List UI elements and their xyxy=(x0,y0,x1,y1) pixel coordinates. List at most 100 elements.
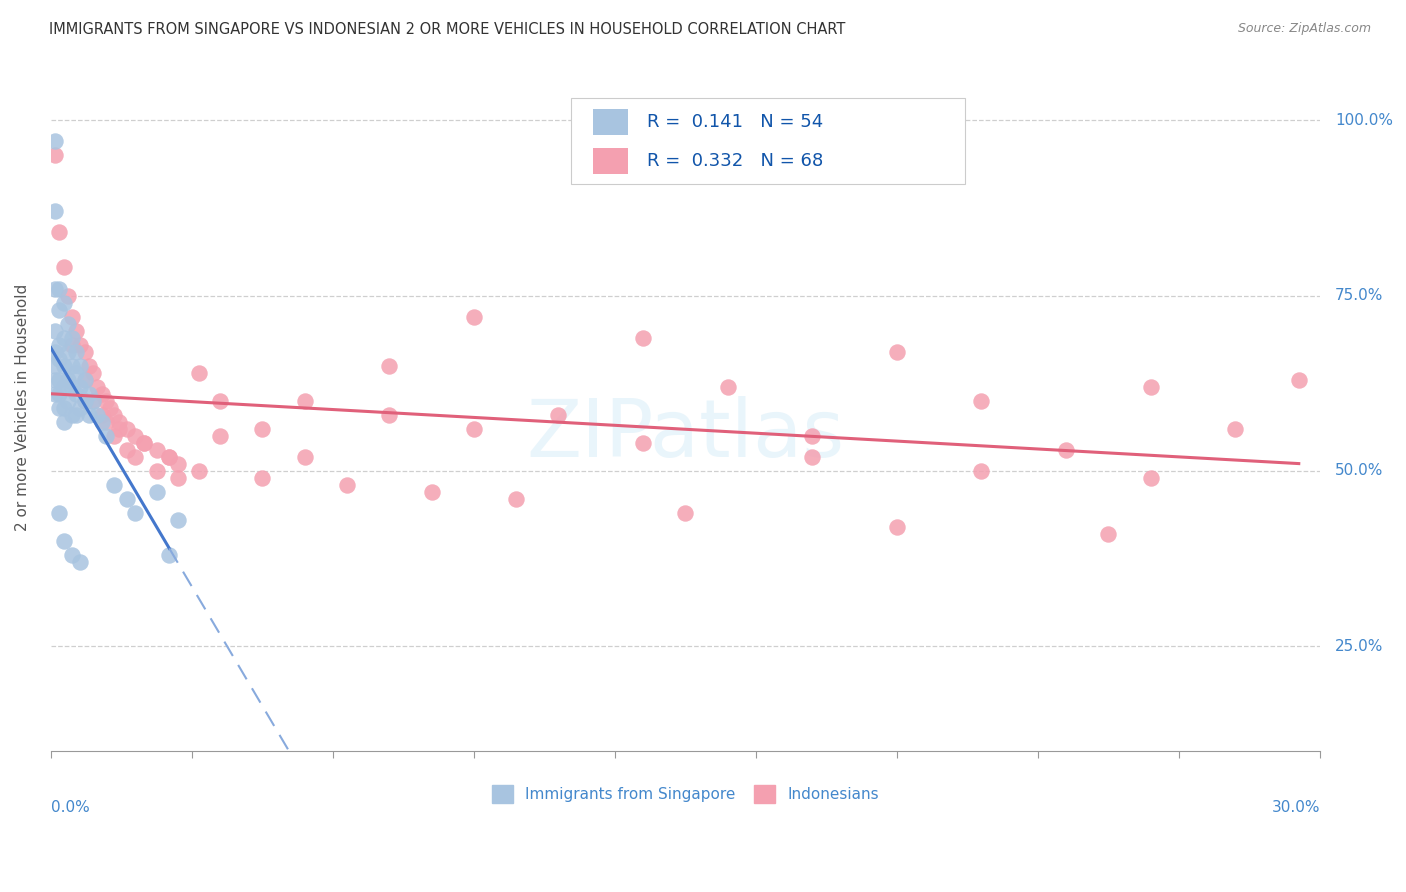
Point xyxy=(209,429,232,443)
Point xyxy=(157,450,180,464)
Text: Source: ZipAtlas.com: Source: ZipAtlas.com xyxy=(1237,22,1371,36)
Point xyxy=(56,344,79,359)
Point xyxy=(56,288,79,302)
Point xyxy=(44,373,66,387)
Point xyxy=(94,415,117,429)
Point xyxy=(132,435,155,450)
Point xyxy=(56,373,79,387)
Text: IMMIGRANTS FROM SINGAPORE VS INDONESIAN 2 OR MORE VEHICLES IN HOUSEHOLD CORRELAT: IMMIGRANTS FROM SINGAPORE VS INDONESIAN … xyxy=(49,22,845,37)
Point xyxy=(44,148,66,162)
Point xyxy=(209,393,232,408)
Point xyxy=(103,478,125,492)
FancyBboxPatch shape xyxy=(593,109,628,135)
Text: 0.0%: 0.0% xyxy=(51,799,90,814)
Point xyxy=(631,435,654,450)
Point xyxy=(48,337,70,351)
Point xyxy=(48,226,70,240)
Point xyxy=(52,415,75,429)
Y-axis label: 2 or more Vehicles in Household: 2 or more Vehicles in Household xyxy=(15,285,30,532)
Point xyxy=(252,471,274,485)
Point xyxy=(82,393,104,408)
Point xyxy=(717,380,740,394)
Point xyxy=(48,506,70,520)
Text: 50.0%: 50.0% xyxy=(1336,464,1384,478)
Point xyxy=(48,281,70,295)
Point xyxy=(86,408,108,422)
Point xyxy=(73,393,96,408)
Point xyxy=(69,359,91,373)
Point xyxy=(52,295,75,310)
Point xyxy=(252,422,274,436)
Point xyxy=(48,351,70,366)
Point xyxy=(463,310,485,324)
Point xyxy=(77,386,100,401)
Point xyxy=(378,408,401,422)
Legend: Immigrants from Singapore, Indonesians: Immigrants from Singapore, Indonesians xyxy=(485,780,886,809)
Text: 100.0%: 100.0% xyxy=(1336,112,1393,128)
Point xyxy=(44,134,66,148)
Point xyxy=(294,450,316,464)
Point xyxy=(1054,442,1077,457)
Point xyxy=(378,359,401,373)
Point xyxy=(103,429,125,443)
Point xyxy=(801,429,824,443)
Point xyxy=(60,548,83,562)
Point xyxy=(73,373,96,387)
Point xyxy=(970,393,993,408)
Point xyxy=(115,491,138,506)
Point xyxy=(336,478,359,492)
Point xyxy=(44,204,66,219)
Point xyxy=(52,534,75,549)
Point xyxy=(65,344,87,359)
Point xyxy=(1225,422,1247,436)
Point xyxy=(65,386,87,401)
Point xyxy=(166,457,188,471)
Point xyxy=(52,380,75,394)
Point xyxy=(145,442,167,457)
Text: 75.0%: 75.0% xyxy=(1336,288,1384,303)
Point xyxy=(69,555,91,569)
Point xyxy=(56,317,79,331)
Point xyxy=(124,506,146,520)
Point xyxy=(82,366,104,380)
Point xyxy=(187,366,209,380)
Point xyxy=(673,506,696,520)
Point xyxy=(60,380,83,394)
Point xyxy=(77,359,100,373)
Point xyxy=(48,401,70,415)
Point xyxy=(547,408,569,422)
Point xyxy=(69,401,91,415)
Point xyxy=(886,344,908,359)
Point xyxy=(60,310,83,324)
Point xyxy=(145,464,167,478)
Point xyxy=(44,344,66,359)
Point xyxy=(94,429,117,443)
Point xyxy=(970,464,993,478)
Point xyxy=(44,359,66,373)
Point xyxy=(187,464,209,478)
Point xyxy=(73,344,96,359)
Point xyxy=(145,485,167,500)
Point xyxy=(1139,471,1161,485)
Point xyxy=(90,408,112,422)
Text: ZIPatlas: ZIPatlas xyxy=(526,396,845,475)
Point xyxy=(44,324,66,338)
Point xyxy=(56,393,79,408)
Point xyxy=(65,408,87,422)
Point xyxy=(90,386,112,401)
Point xyxy=(115,422,138,436)
Text: 30.0%: 30.0% xyxy=(1271,799,1320,814)
Point xyxy=(60,408,83,422)
Point xyxy=(82,393,104,408)
Point xyxy=(44,386,66,401)
Point xyxy=(90,415,112,429)
Point xyxy=(124,450,146,464)
Point xyxy=(69,337,91,351)
Point xyxy=(886,520,908,534)
Point xyxy=(52,401,75,415)
Point xyxy=(60,337,83,351)
Point xyxy=(294,393,316,408)
Point xyxy=(107,415,129,429)
Point xyxy=(157,450,180,464)
Point xyxy=(65,366,87,380)
